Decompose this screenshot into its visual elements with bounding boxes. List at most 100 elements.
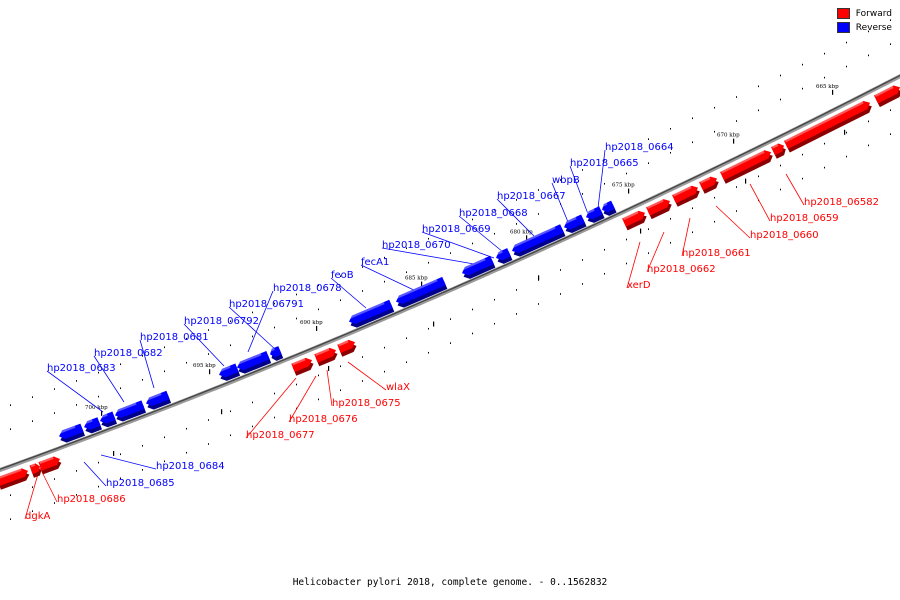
legend-reverse-swatch xyxy=(836,22,850,33)
tick-dot xyxy=(274,302,275,305)
tick-dot xyxy=(538,189,539,191)
gene-highlight xyxy=(511,226,556,249)
tick-dot xyxy=(274,416,275,419)
leader-hp2018-0659 xyxy=(749,183,771,222)
leader-hp2018-06582 xyxy=(785,173,805,206)
tick-dot xyxy=(714,130,715,133)
tick-dot xyxy=(604,158,605,161)
tick-dot xyxy=(296,293,297,296)
tick-dot xyxy=(76,470,77,472)
leader-dgka xyxy=(24,473,39,520)
gene-highlight xyxy=(30,463,36,468)
tick-dot xyxy=(802,63,803,66)
leader-hp2018-0676 xyxy=(288,375,317,423)
tick-dot xyxy=(32,396,33,398)
legend-forward-swatch xyxy=(836,8,850,19)
tick-dot xyxy=(692,207,693,210)
major-tick-upper xyxy=(209,369,211,375)
tick-dot xyxy=(494,232,495,235)
tick-dot xyxy=(582,283,583,285)
gene-highlight xyxy=(771,143,779,149)
gene-highlight xyxy=(83,419,93,425)
gene-body xyxy=(462,255,494,276)
tick-dot xyxy=(824,76,825,79)
tick-dot xyxy=(318,398,319,401)
legend-forward: Forward xyxy=(836,8,892,19)
gene-highlight xyxy=(495,250,503,256)
tick-dot xyxy=(406,337,407,340)
major-tick-upper xyxy=(421,281,423,287)
gene-body xyxy=(337,339,356,354)
tick-dot xyxy=(538,213,539,215)
tick-dot xyxy=(890,109,891,111)
tick-dot xyxy=(428,261,429,264)
tick-dot xyxy=(208,419,209,421)
gene-label-hp2018-0682: hp2018_0682 xyxy=(94,348,163,359)
legend-reverse-label: Reverse xyxy=(855,22,892,33)
tick-dot xyxy=(472,218,473,221)
gene-highlight xyxy=(338,340,349,347)
tick-dot xyxy=(98,371,99,374)
leader-hp2018-0682 xyxy=(93,355,125,403)
tick-dot xyxy=(604,248,605,251)
tick-dot xyxy=(472,242,473,245)
tick-dot xyxy=(802,177,803,180)
tick-dot xyxy=(230,320,231,323)
tick-dot xyxy=(252,425,253,428)
leader-hp2018-0678 xyxy=(247,290,274,353)
scale-label: 665 kbp xyxy=(816,84,839,90)
tick-dot xyxy=(10,518,11,520)
tick-dot xyxy=(384,346,385,349)
tick-dot xyxy=(868,54,869,57)
tick-dot xyxy=(384,370,385,373)
gene-highlight xyxy=(672,186,692,197)
tick-dot xyxy=(472,332,473,335)
gene-label-hp2018-06792: hp2018_06792 xyxy=(184,316,259,327)
tick-dot xyxy=(516,199,517,201)
tick-dot xyxy=(736,120,737,122)
gene-label-xerd: xerD xyxy=(627,280,651,291)
legend-forward-label: Forward xyxy=(855,8,892,19)
tick-dot xyxy=(428,351,429,354)
gene-highlight xyxy=(0,468,22,480)
leader-hp2018-0662 xyxy=(646,231,665,273)
gene-feature xyxy=(114,400,147,422)
gene-body xyxy=(699,176,718,191)
tick-dot xyxy=(890,133,891,135)
leader-hp2018-0677 xyxy=(245,377,297,439)
tick-dot xyxy=(208,329,209,331)
tick-dot xyxy=(296,383,297,386)
tick-dot xyxy=(824,142,825,145)
tick-dot xyxy=(384,280,385,283)
tick-dot xyxy=(406,361,407,364)
tick-dot xyxy=(846,131,847,134)
tick-dot xyxy=(890,43,891,45)
tick-dot xyxy=(54,502,55,504)
tick-dot xyxy=(736,96,737,98)
gene-feature xyxy=(495,248,513,264)
gene-body xyxy=(783,100,870,149)
tick-dot xyxy=(758,109,759,112)
tick-dot xyxy=(802,87,803,90)
gene-label-dgka: dgkA xyxy=(25,511,50,522)
tick-dot xyxy=(428,327,429,330)
tick-dot xyxy=(208,353,209,355)
gene-feature xyxy=(585,206,605,223)
gene-label-wbpb: wbpB xyxy=(552,175,580,186)
gene-highlight xyxy=(563,217,577,225)
gene-label-hp2018-0670: hp2018_0670 xyxy=(382,240,451,251)
tick-dot xyxy=(494,208,495,211)
tick-dot xyxy=(670,127,671,130)
scale-label: 685 kbp xyxy=(405,276,428,282)
leader-hp2018-0685 xyxy=(83,461,107,487)
gene-body xyxy=(585,206,603,220)
genome-backbone xyxy=(0,74,900,473)
gene-feature xyxy=(99,411,118,428)
tick-dot xyxy=(780,98,781,101)
tick-dot xyxy=(362,290,363,292)
tick-dot xyxy=(76,494,77,496)
leader-wbpb xyxy=(551,182,569,223)
tick-dot xyxy=(10,404,11,406)
tick-dot xyxy=(516,223,517,225)
genome-caption: Helicobacter pylori 2018, complete genom… xyxy=(292,577,608,588)
